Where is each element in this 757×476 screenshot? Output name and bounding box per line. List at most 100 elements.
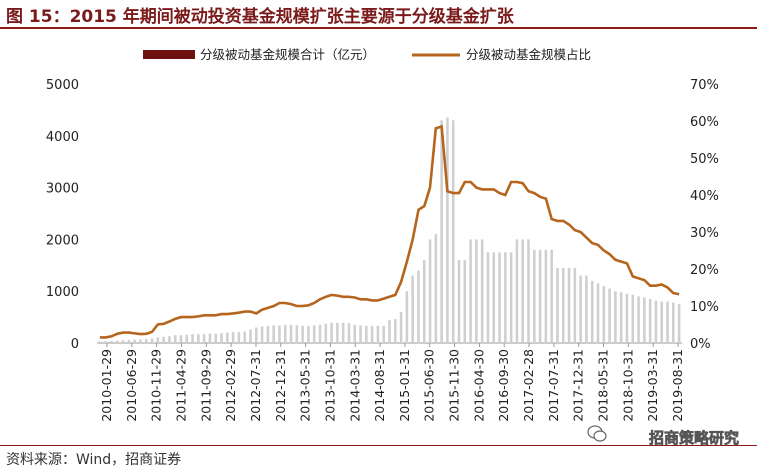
x-tick-label: 2017-07-31 xyxy=(546,349,561,422)
source-note: 资料来源：Wind，招商证券 xyxy=(6,452,182,468)
legend-bar-label: 分级被动基金规模合计（亿元） xyxy=(200,47,375,62)
bar xyxy=(226,332,229,343)
bar xyxy=(208,333,212,343)
bar xyxy=(451,120,455,343)
bar xyxy=(179,335,183,343)
bar xyxy=(399,311,403,343)
wechat-icon xyxy=(587,425,607,442)
y-left-tick-label: 5000 xyxy=(46,78,79,93)
bar xyxy=(538,249,542,343)
x-tick-label: 2015-11-30 xyxy=(447,349,462,422)
x-axis-tick-labels: 2010-01-29 2010-06-29 2010-11-29 2011-04-29… xyxy=(99,343,685,422)
bar xyxy=(504,252,507,343)
x-tick-label: 2016-04-30 xyxy=(471,349,486,422)
bar xyxy=(278,325,281,343)
bar xyxy=(469,239,472,343)
bar xyxy=(509,252,513,343)
y-right-tick-label: 70% xyxy=(690,78,719,93)
bar xyxy=(266,325,270,343)
bar xyxy=(162,336,165,343)
bar xyxy=(625,293,629,343)
bar xyxy=(533,249,536,343)
x-tick-label: 2019-08-31 xyxy=(670,349,685,422)
legend: 分级被动基金规模合计（亿元） 分级被动基金规模占比 xyxy=(143,47,591,62)
bar xyxy=(660,301,664,343)
bar xyxy=(596,283,600,343)
bar xyxy=(185,334,189,343)
bar xyxy=(173,335,177,343)
bar xyxy=(446,117,449,343)
x-tick-label: 2012-12-31 xyxy=(273,349,288,422)
bar xyxy=(648,298,652,343)
bar xyxy=(561,267,565,343)
bar xyxy=(521,239,524,343)
bar xyxy=(295,325,299,343)
y-right-tick-label: 40% xyxy=(690,189,719,204)
bar xyxy=(272,325,275,343)
bar xyxy=(475,239,478,343)
bar xyxy=(411,275,414,343)
x-tick-label: 2010-01-29 xyxy=(99,349,114,422)
bar xyxy=(307,325,310,343)
y-left-tick-label: 0 xyxy=(71,337,79,352)
bar xyxy=(255,327,258,343)
bar xyxy=(417,270,420,343)
x-tick-label: 2010-06-29 xyxy=(124,349,139,422)
bar xyxy=(324,323,328,343)
x-tick-label: 2014-08-31 xyxy=(372,349,387,422)
title-divider xyxy=(0,27,757,29)
legend-bar-swatch xyxy=(143,50,195,59)
x-tick-label: 2011-04-29 xyxy=(173,349,188,422)
bar xyxy=(220,333,223,343)
bar xyxy=(382,325,385,343)
bar xyxy=(121,340,125,343)
y-right-tick-label: 0% xyxy=(690,337,711,352)
bar xyxy=(289,324,293,343)
bar xyxy=(359,325,362,343)
x-tick-label: 2015-06-30 xyxy=(422,349,437,422)
x-tick-label: 2018-10-31 xyxy=(620,349,635,422)
x-tick-label: 2015-01-31 xyxy=(397,349,412,422)
x-tick-label: 2017-12-31 xyxy=(571,349,586,422)
bar xyxy=(573,267,577,343)
bar xyxy=(318,324,322,343)
bar xyxy=(440,120,443,343)
bar xyxy=(370,325,374,343)
bar xyxy=(388,320,391,343)
bar xyxy=(631,294,635,343)
bar xyxy=(457,260,461,343)
bar xyxy=(405,291,409,343)
x-tick-label: 2012-02-29 xyxy=(223,349,238,422)
bar xyxy=(602,286,606,343)
bar xyxy=(579,275,582,343)
bar xyxy=(260,326,264,343)
bar xyxy=(202,334,206,343)
bar xyxy=(191,334,194,343)
line-series xyxy=(99,124,680,339)
x-tick-label: 2013-10-31 xyxy=(322,349,337,422)
bar xyxy=(643,297,646,343)
bar xyxy=(197,334,200,343)
watermark-text: 招商策略研究 xyxy=(648,429,740,448)
bar xyxy=(608,288,611,343)
bar xyxy=(376,325,380,343)
bar xyxy=(330,322,333,343)
bar xyxy=(353,324,357,343)
x-tick-label: 2016-09-30 xyxy=(496,349,511,422)
bar xyxy=(283,324,287,343)
bar xyxy=(515,239,519,343)
bar xyxy=(168,336,171,343)
axes: 0 1000 2000 3000 4000 5000 0% 10% 20% 30% 40% 50% 60… xyxy=(46,78,719,352)
bar xyxy=(422,260,426,343)
bar xyxy=(243,331,246,343)
footer-divider xyxy=(0,445,757,446)
bar xyxy=(498,252,501,343)
bar xyxy=(133,339,136,343)
x-tick-label: 2018-05-31 xyxy=(596,349,611,422)
x-tick-label: 2017-02-28 xyxy=(521,349,536,422)
bar xyxy=(677,304,681,343)
bar xyxy=(463,260,467,343)
bar xyxy=(301,325,304,343)
figure-title: 图 15：2015 年期间被动投资基金规模扩张主要源于分级基金扩张 xyxy=(6,7,514,27)
bar xyxy=(347,323,351,343)
